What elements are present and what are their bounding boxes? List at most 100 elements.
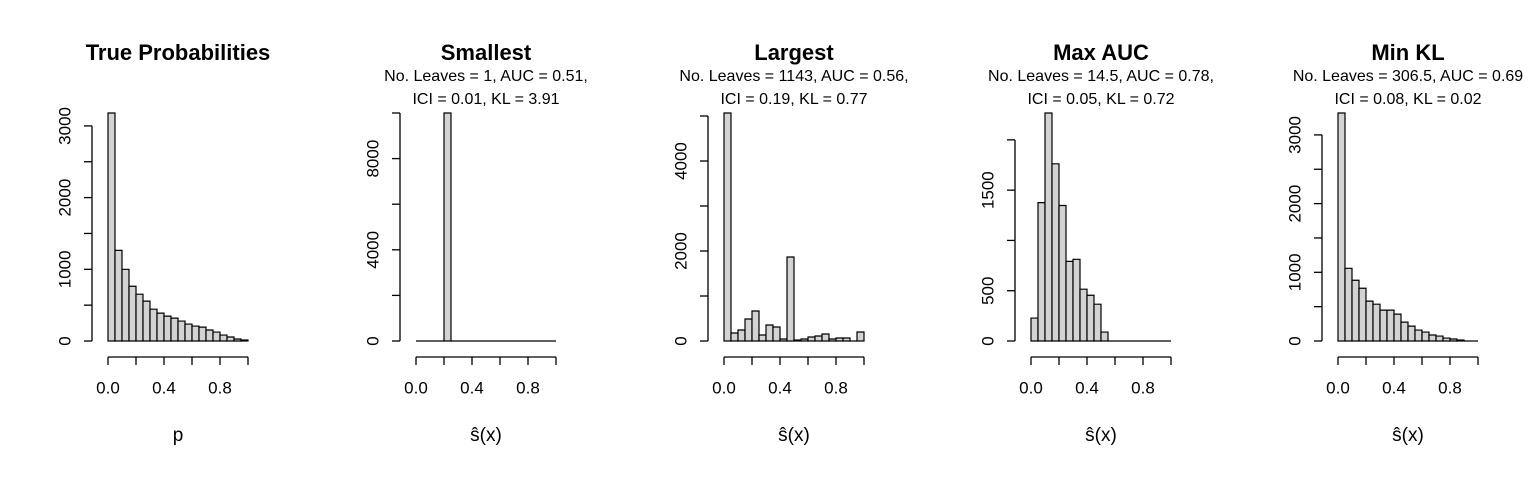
- bar: [1428, 334, 1437, 342]
- bar: [1442, 337, 1451, 342]
- bar: [128, 285, 137, 342]
- bar: [1379, 309, 1388, 342]
- y-tick-label: 0: [978, 336, 997, 345]
- y-tick-label: 3000: [55, 107, 74, 145]
- y-tick-label: 1000: [55, 250, 74, 288]
- panel-subtitle: ICI = 0.08, KL = 0.02: [1334, 91, 1481, 108]
- panel-title: Max AUC: [1053, 40, 1149, 65]
- y-tick-label: 0: [1285, 336, 1304, 345]
- bar: [835, 337, 844, 342]
- bar: [1051, 163, 1060, 342]
- bar: [233, 338, 242, 342]
- bar: [1365, 300, 1374, 342]
- bar: [1393, 313, 1402, 342]
- bar: [737, 329, 746, 342]
- bar: [1372, 303, 1381, 342]
- bar: [856, 331, 865, 342]
- bar: [814, 335, 823, 342]
- panel: Min KL No. Leaves = 306.5, AUC = 0.69 ICI …: [1285, 40, 1523, 446]
- bar: [184, 323, 193, 342]
- bar: [1449, 338, 1458, 342]
- panel-subtitle: No. Leaves = 1, AUC = 0.51,: [384, 68, 588, 85]
- y-tick-label: 0: [55, 336, 74, 345]
- bar: [1058, 204, 1067, 342]
- bar: [226, 336, 235, 342]
- panel: Max AUC No. Leaves = 14.5, AUC = 0.78, ICI…: [978, 40, 1213, 446]
- y-tick-label: 8000: [363, 140, 382, 178]
- bar: [772, 326, 781, 342]
- bar: [1421, 331, 1430, 342]
- bar: [1065, 260, 1074, 342]
- bar: [121, 268, 130, 342]
- bar: [1386, 309, 1395, 342]
- x-tick-label: 0.0: [1019, 378, 1043, 397]
- panel: True Probabilities p 0.0 0.4 0.8 0 1000 2000 300…: [55, 40, 270, 446]
- bar: [1337, 112, 1346, 342]
- bar: [191, 325, 200, 342]
- bar: [142, 300, 151, 342]
- y-tick-label: 4000: [671, 142, 690, 180]
- bar: [170, 317, 179, 342]
- x-tick-label: 0.4: [1075, 378, 1099, 397]
- x-axis-label: p: [173, 425, 184, 446]
- x-tick-label: 0.4: [1382, 378, 1406, 397]
- panel-title: True Probabilities: [86, 40, 271, 65]
- bar: [765, 324, 774, 342]
- bar: [1044, 112, 1053, 342]
- bar: [786, 256, 795, 342]
- bar: [163, 315, 172, 342]
- bar: [1037, 202, 1046, 342]
- bar: [828, 338, 837, 342]
- bar: [1407, 325, 1416, 342]
- x-tick-label: 0.0: [1326, 378, 1350, 397]
- x-tick-label: 0.4: [768, 378, 792, 397]
- x-tick-label: 0.4: [152, 378, 176, 397]
- x-tick-label: 0.0: [712, 378, 736, 397]
- bar: [793, 339, 802, 342]
- y-tick-label: 0: [363, 336, 382, 345]
- x-tick-label: 0.8: [516, 378, 540, 397]
- bar: [1072, 258, 1081, 342]
- panel-subtitle: No. Leaves = 306.5, AUC = 0.69: [1293, 68, 1523, 85]
- bar: [219, 334, 228, 342]
- bar: [723, 112, 732, 342]
- bar: [443, 112, 452, 342]
- panel-subtitle: ICI = 0.05, KL = 0.72: [1027, 91, 1174, 108]
- bar: [821, 333, 830, 342]
- bar: [212, 331, 221, 342]
- bar: [1400, 321, 1409, 342]
- bar: [744, 318, 753, 342]
- bar: [135, 293, 144, 342]
- x-axis-label: ŝ(x): [1392, 425, 1424, 446]
- x-tick-label: 0.0: [96, 378, 120, 397]
- y-tick-label: 1500: [978, 171, 997, 209]
- x-axis-label: ŝ(x): [778, 425, 810, 446]
- bar: [1100, 331, 1109, 342]
- panel-subtitle: ICI = 0.19, KL = 0.77: [720, 91, 867, 108]
- bar: [730, 332, 739, 342]
- x-tick-label: 0.4: [460, 378, 484, 397]
- bar: [1358, 287, 1367, 342]
- y-tick-label: 3000: [1285, 116, 1304, 154]
- bar: [198, 326, 207, 342]
- x-axis-label: ŝ(x): [470, 425, 502, 446]
- bar: [1086, 294, 1095, 342]
- bar: [177, 320, 186, 342]
- bar: [149, 308, 158, 342]
- panel: Largest No. Leaves = 1143, AUC = 0.56, ICI…: [671, 40, 908, 446]
- panel-subtitle: ICI = 0.01, KL = 3.91: [412, 91, 559, 108]
- y-tick-label: 2000: [671, 232, 690, 270]
- bar: [1435, 335, 1444, 342]
- bar: [240, 339, 249, 342]
- bar: [842, 337, 851, 342]
- y-tick-label: 4000: [363, 231, 382, 269]
- x-tick-label: 0.8: [208, 378, 232, 397]
- bar: [205, 329, 214, 342]
- bar: [800, 338, 809, 342]
- y-tick-label: 1000: [1285, 253, 1304, 291]
- bar: [1414, 329, 1423, 342]
- y-tick-label: 500: [978, 277, 997, 305]
- bar: [807, 336, 816, 342]
- y-tick-label: 2000: [55, 179, 74, 217]
